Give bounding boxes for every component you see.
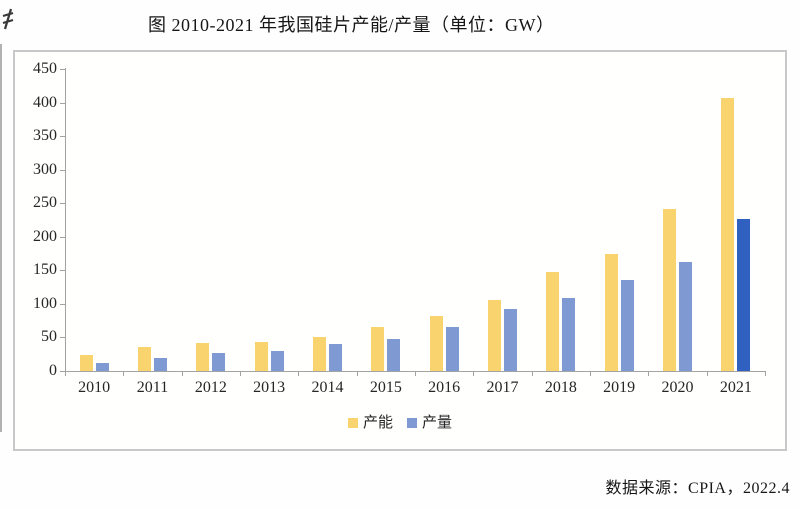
x-axis-tick-9	[590, 371, 591, 376]
bar-产能-2016	[429, 316, 443, 371]
y-axis-label-0: 0	[49, 362, 57, 379]
x-axis-label-2019: 2019	[603, 379, 636, 396]
x-axis-tick-2	[181, 371, 183, 376]
x-axis-label-2011: 2011	[136, 379, 169, 396]
y-axis-tick-300	[60, 169, 65, 171]
legend-label: 产量	[422, 415, 453, 431]
bar-产能-2014	[313, 337, 326, 371]
bar-产量-2019	[620, 280, 634, 371]
bar-产能-2012	[196, 343, 210, 371]
y-axis-label-350: 350	[33, 127, 57, 145]
x-axis-tick-10	[648, 371, 650, 376]
bar-产量-2014	[329, 344, 342, 371]
x-axis-tick-5	[356, 371, 358, 376]
x-axis-tick-8	[531, 371, 533, 376]
bar-产量-2015	[387, 339, 401, 371]
legend-label: 产能	[362, 415, 393, 431]
y-axis-label-150: 150	[33, 261, 57, 279]
page-edge-line	[0, 44, 2, 432]
x-axis-label-2014: 2014	[311, 379, 344, 396]
legend: 产能 产量	[15, 415, 785, 431]
chart-container: 0 50 100 150 200 250 300 350 400 450 2010 2011 2012 2…	[13, 50, 787, 451]
x-axis-label-2018: 2018	[544, 379, 577, 396]
bar-产量-2013	[270, 351, 284, 371]
y-axis-tick-100	[60, 303, 65, 305]
bar-产量-2011	[154, 358, 167, 371]
y-axis-tick-350	[60, 136, 65, 138]
x-axis-label-2012: 2012	[194, 379, 227, 396]
legend-swatch-icon	[347, 418, 358, 428]
legend-item-产能: 产能	[347, 415, 393, 431]
x-axis-tick-3	[240, 371, 241, 376]
bar-产能-2013	[254, 342, 268, 371]
plot-area: 0 50 100 150 200 250 300 350 400 450 2010 2011 2012 2…	[15, 52, 785, 449]
y-axis-label-450: 450	[33, 60, 57, 77]
x-axis-tick-11	[706, 371, 708, 376]
y-axis-tick-50	[60, 337, 65, 339]
x-axis-label-2016: 2016	[428, 379, 461, 396]
x-axis-tick-12	[765, 371, 766, 376]
chart-title: 图 2010-2021 年我国硅片产能/产量（单位：GW）	[148, 15, 555, 35]
y-axis-tick-250	[60, 203, 65, 205]
y-axis-label-300: 300	[33, 160, 57, 178]
bar-产量-2016	[445, 327, 459, 371]
bar-产能-2017	[488, 300, 501, 371]
bar-产量-2021	[737, 219, 751, 371]
y-axis-label-200: 200	[33, 227, 57, 245]
x-axis-label-2010: 2010	[78, 379, 111, 396]
y-axis-tick-150	[60, 270, 65, 272]
x-axis-tick-6	[415, 371, 416, 376]
x-axis-tick-1	[123, 371, 125, 376]
bar-产能-2011	[138, 347, 151, 371]
x-axis-label-2013: 2013	[253, 379, 286, 396]
bar-产量-2017	[504, 309, 517, 371]
bar-产能-2010	[79, 355, 93, 371]
y-axis-label-400: 400	[33, 93, 57, 111]
bar-产量-2018	[562, 298, 576, 371]
bar-产量-2010	[95, 363, 109, 371]
bar-产量-2012	[212, 353, 226, 371]
y-axis-tick-400	[60, 102, 65, 104]
legend-swatch-icon	[407, 418, 417, 428]
x-axis-tick-0	[65, 371, 66, 376]
y-axis-tick-0	[60, 371, 65, 372]
bar-产量-2020	[679, 262, 692, 371]
x-axis-label-2021: 2021	[719, 379, 752, 396]
data-source-note: 数据来源：CPIA，2022.4	[605, 480, 790, 497]
y-axis-line	[65, 68, 66, 372]
bar-产能-2015	[371, 327, 385, 371]
bar-产能-2019	[604, 254, 618, 371]
y-axis-label-250: 250	[33, 194, 57, 212]
x-axis-label-2017: 2017	[486, 379, 519, 396]
y-axis-tick-200	[60, 236, 65, 238]
legend-item-产量: 产量	[407, 415, 452, 431]
x-axis-tick-7	[473, 371, 475, 376]
bar-产能-2018	[546, 272, 560, 371]
y-axis-tick-450	[60, 69, 65, 70]
page-edge-artifact-glyph	[2, 8, 14, 30]
bar-产能-2021	[721, 98, 735, 371]
bar-产能-2020	[663, 209, 676, 371]
x-axis-tick-4	[298, 371, 300, 376]
x-axis-label-2015: 2015	[369, 379, 402, 396]
y-axis-label-100: 100	[33, 294, 57, 312]
x-axis-label-2020: 2020	[661, 379, 694, 396]
y-axis-label-50: 50	[41, 328, 57, 346]
